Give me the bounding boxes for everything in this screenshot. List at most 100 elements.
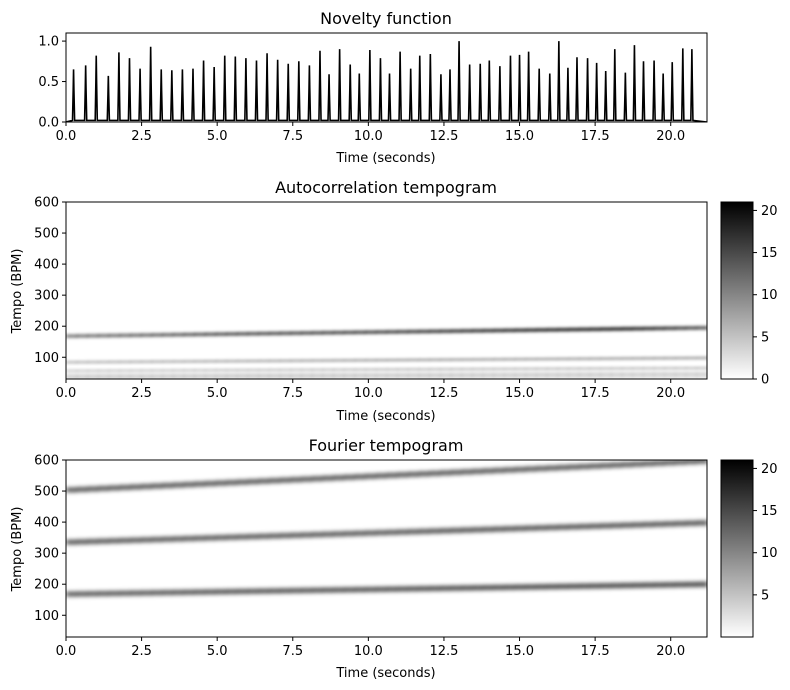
tempogram-band-segment bbox=[397, 373, 409, 375]
tempogram-band-segment bbox=[461, 586, 473, 590]
tempogram-band-segment bbox=[386, 376, 398, 378]
tempogram-band-segment bbox=[536, 466, 548, 471]
tempogram-band-segment bbox=[268, 377, 281, 379]
tempogram-band-segment bbox=[354, 474, 366, 479]
tempogram-band-segment bbox=[461, 470, 473, 474]
tempogram-band-segment bbox=[354, 587, 366, 592]
tempogram-band-segment bbox=[258, 479, 270, 483]
tempogram-band-segment bbox=[247, 332, 260, 336]
tempogram-band-segment bbox=[162, 374, 174, 376]
tempogram-band-segment bbox=[365, 369, 377, 371]
tempogram-band-segment bbox=[664, 326, 676, 330]
tempogram-band-segment bbox=[268, 331, 281, 335]
tempogram-band-segment bbox=[354, 359, 366, 361]
y-tick-label: 400 bbox=[34, 258, 59, 273]
x-axis-ticks: 0.0 2.5 5.0 7.5 10.0 12.5 15.0 17.5 20.0 bbox=[56, 379, 685, 401]
fourier-tempogram: Fourier tempogram 0.0 2.5 5.0 7.5 10.0 12.5 15… bbox=[10, 436, 778, 681]
tempogram-band-segment bbox=[311, 376, 324, 378]
tempogram-band-segment bbox=[621, 523, 634, 528]
tempogram-band-segment bbox=[162, 483, 174, 488]
tempogram-band-segment bbox=[439, 359, 452, 361]
tempogram-band-segment bbox=[439, 586, 452, 591]
tempogram-band-segment bbox=[471, 585, 484, 590]
tempogram-band-segment bbox=[578, 376, 591, 378]
tempogram-band-segment bbox=[514, 368, 527, 370]
tempogram-band-segment bbox=[450, 470, 463, 475]
tempogram-band-segment bbox=[258, 534, 270, 539]
tempogram-band-segment bbox=[568, 327, 580, 332]
tempogram-band-segment bbox=[311, 476, 324, 481]
tempogram-band-segment bbox=[162, 590, 174, 595]
tempogram-band-segment bbox=[333, 588, 345, 592]
tempogram-band-segment bbox=[375, 473, 388, 478]
tempogram-band-segment bbox=[450, 329, 463, 333]
x-tick-label: 10.0 bbox=[354, 129, 383, 144]
tempogram-band-segment bbox=[290, 477, 302, 482]
tempogram-band-segment bbox=[108, 374, 121, 376]
tempogram-band-segment bbox=[429, 586, 441, 591]
x-tick-label: 10.0 bbox=[354, 644, 383, 659]
tempogram-band-segment bbox=[600, 368, 612, 370]
colorbar-tick-label: 0 bbox=[761, 373, 769, 388]
tempogram-band-segment bbox=[87, 334, 99, 338]
tempogram-band-segment bbox=[354, 531, 366, 536]
tempogram-band-segment bbox=[674, 376, 687, 378]
tempogram-band-segment bbox=[439, 373, 452, 375]
tempogram-band-segment bbox=[642, 583, 655, 587]
tempogram-band-segment bbox=[365, 587, 377, 592]
tempogram-band-segment bbox=[301, 588, 313, 593]
tempogram-band-segment bbox=[621, 357, 634, 359]
tempogram-band-segment bbox=[546, 584, 559, 589]
tempogram-band-segment bbox=[268, 360, 281, 362]
tempogram-band-segment bbox=[386, 359, 398, 361]
y-tick-label: 500 bbox=[34, 227, 59, 242]
tempogram-band-segment bbox=[407, 376, 420, 378]
tempogram-band-segment bbox=[172, 483, 185, 487]
tempogram-band-segment bbox=[407, 472, 420, 477]
tempogram-band-segment bbox=[642, 357, 655, 359]
tempogram-band-segment bbox=[642, 373, 655, 375]
tempogram-band-segment bbox=[471, 368, 484, 370]
tempogram-band-segment bbox=[589, 373, 601, 375]
y-axis-label: Tempo (BPM) bbox=[10, 249, 25, 335]
tempogram-band-segment bbox=[568, 465, 580, 469]
tempogram-band-segment bbox=[685, 367, 698, 369]
tempogram-band-segment bbox=[311, 331, 324, 335]
tempogram-band-segment bbox=[322, 376, 334, 378]
tempogram-band-segment bbox=[333, 369, 345, 371]
tempogram-band-segment bbox=[322, 331, 334, 335]
x-tick-label: 20.0 bbox=[656, 644, 685, 659]
plot-background bbox=[66, 202, 707, 379]
x-tick-label: 17.5 bbox=[581, 386, 610, 401]
tempogram-band-segment bbox=[674, 582, 687, 587]
tempogram-band-segment bbox=[525, 358, 537, 360]
tempogram-band-segment bbox=[610, 358, 623, 360]
tempogram-band-segment bbox=[536, 328, 548, 332]
tempogram-band-segment bbox=[386, 368, 398, 370]
tempogram-band-segment bbox=[418, 529, 431, 534]
tempogram-band-segment bbox=[226, 377, 238, 379]
tempogram-band-segment bbox=[610, 373, 623, 375]
tempogram-band-segment bbox=[204, 332, 217, 336]
tempogram-band-segment bbox=[343, 475, 356, 480]
tempogram-band-segment bbox=[429, 368, 441, 370]
tempogram-band-segment bbox=[407, 368, 420, 370]
tempogram-band-segment bbox=[215, 332, 228, 336]
tempogram-band-segment bbox=[130, 485, 142, 489]
tempogram-band-segment bbox=[482, 585, 495, 590]
tempogram-band-segment bbox=[66, 375, 78, 377]
tempogram-band-segment bbox=[664, 460, 676, 465]
tempogram-band-segment bbox=[204, 374, 217, 376]
tempogram-band-segment bbox=[471, 376, 484, 378]
tempogram-band-segment bbox=[674, 326, 687, 330]
x-tick-label: 0.0 bbox=[56, 129, 77, 144]
tempogram-band-segment bbox=[365, 374, 377, 376]
y-axis-ticks: 100 200 300 400 500 600 bbox=[34, 454, 66, 624]
tempogram-band-segment bbox=[194, 536, 206, 541]
tempogram-band-segment bbox=[322, 532, 334, 537]
x-tick-label: 20.0 bbox=[656, 129, 685, 144]
tempogram-band-segment bbox=[343, 359, 356, 361]
tempogram-band-segment bbox=[621, 462, 634, 467]
y-tick-label: 400 bbox=[34, 516, 59, 531]
tempogram-band-segment bbox=[504, 328, 516, 332]
